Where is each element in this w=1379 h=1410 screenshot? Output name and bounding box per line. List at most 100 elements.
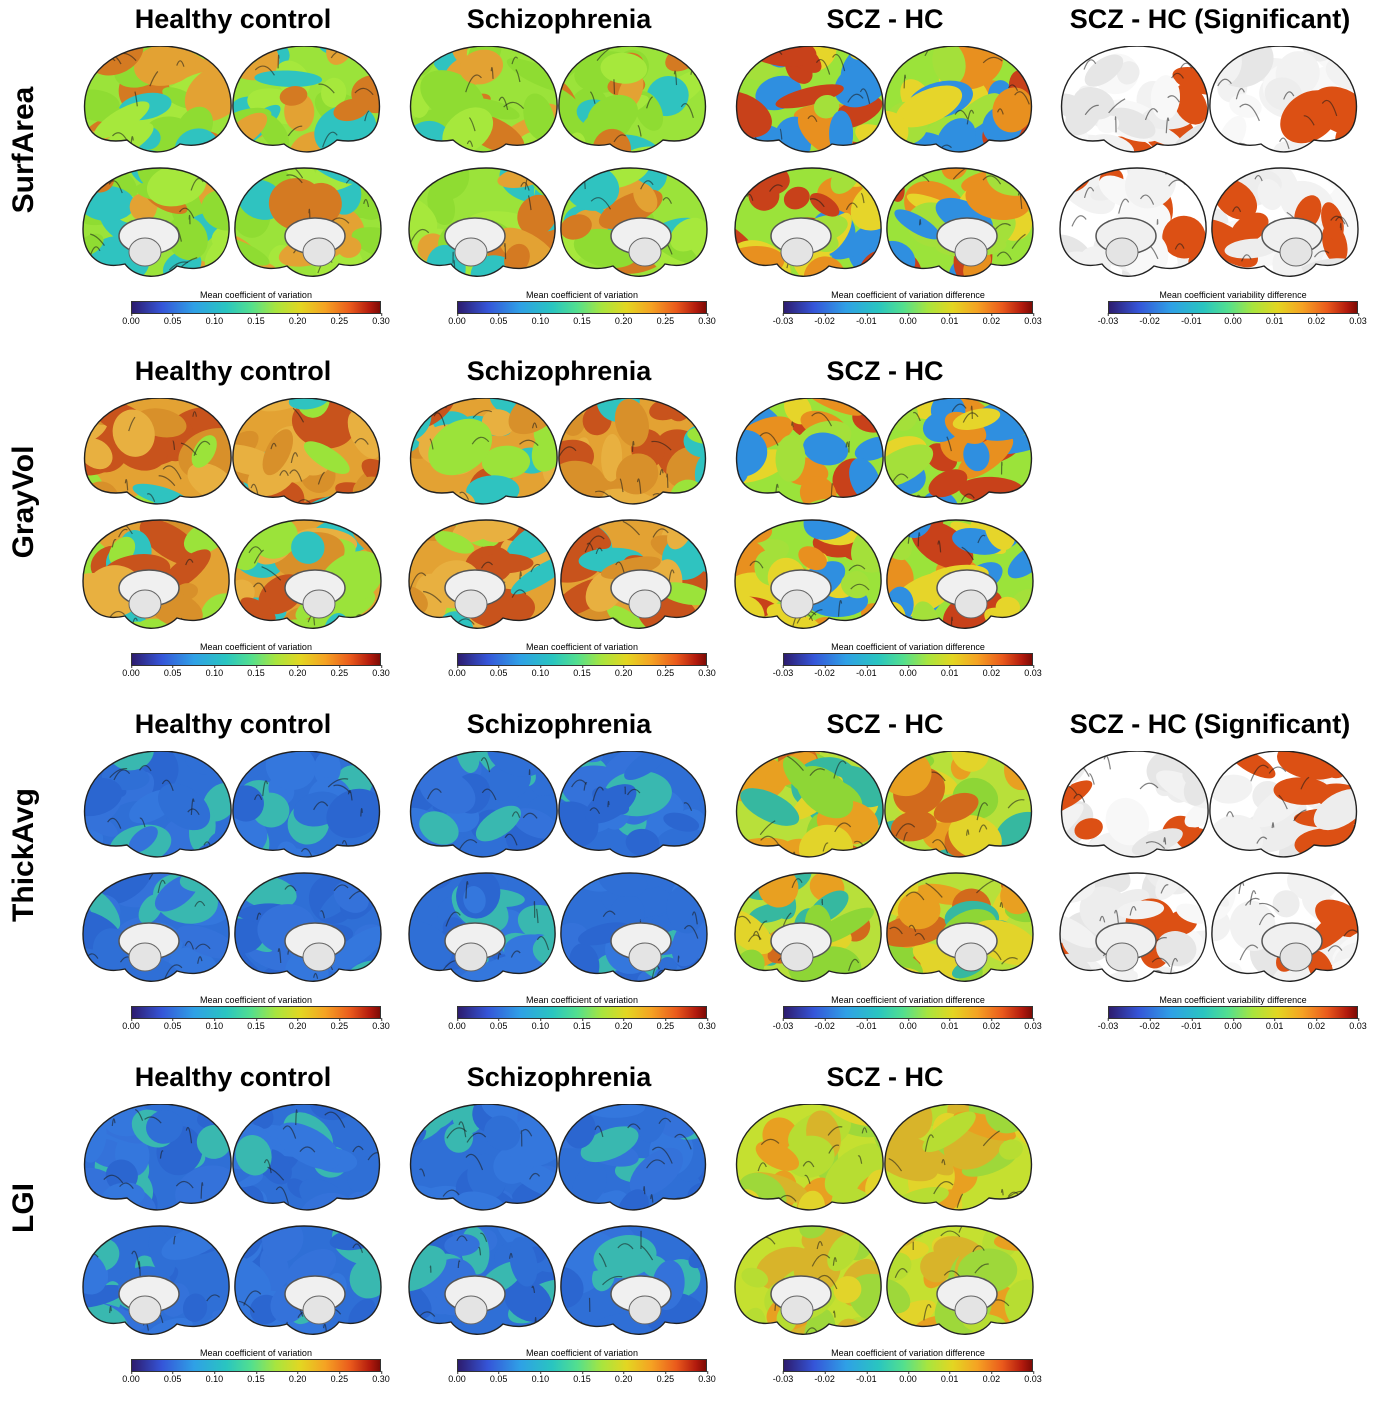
colorbar-tick-label: 0.25: [656, 665, 675, 678]
colorbar-ticks: -0.03 -0.02 -0.01 0.00 0.01 0.02 0.03: [1098, 313, 1367, 330]
panel-title: SCZ - HC: [826, 4, 944, 34]
left-lateral-view: [735, 1104, 884, 1211]
right-lateral-view: [232, 398, 381, 505]
colorbar-ticks: -0.03 -0.02 -0.01 0.00 0.01 0.02 0.03: [773, 313, 1042, 330]
right-medial-view: [886, 1225, 1034, 1335]
colorbar-tick-label: 0.05: [489, 665, 508, 678]
panel-title: Healthy control: [134, 709, 332, 739]
colorbar-tick-label: 0.00: [899, 665, 917, 678]
colorbar-tick-label: 0.01: [940, 665, 959, 678]
colorbar-tick-label: 0.20: [288, 313, 307, 326]
panel-title: Schizophrenia: [466, 709, 652, 739]
panel: Healthy control Mean coefficient of varia…: [73, 1058, 393, 1410]
colorbar: Mean coefficient variability difference -…: [1050, 995, 1370, 1045]
panel-title: SCZ - HC (Significant): [1069, 4, 1351, 34]
panel: Schizophrenia Mean coefficient of variati…: [399, 705, 719, 1057]
colorbar-tick-label: -0.02: [814, 313, 835, 326]
colorbar-tick-label: 0.00: [448, 313, 466, 326]
panel: SCZ - HC Mean coefficient of variation di…: [725, 1058, 1045, 1410]
colorbar-tick-label: -0.03: [1097, 1018, 1119, 1031]
right-medial-view: [560, 167, 708, 277]
colorbar: Mean coefficient of variation difference…: [725, 995, 1045, 1045]
colorbar-tick-label: -0.01: [856, 665, 877, 678]
colorbar-label: Mean coefficient of variation difference: [831, 290, 985, 300]
panel: SCZ - HC (Significant) Mean coefficient v…: [1050, 0, 1370, 352]
colorbar-ticks: 0.00 0.05 0.10 0.15 0.20 0.25 0.30: [122, 665, 390, 682]
right-lateral-view: [884, 751, 1033, 858]
colorbar-tick-label: 0.20: [288, 1371, 307, 1384]
panel-title: SCZ - HC: [826, 709, 944, 739]
colorbar-tick-label: -0.03: [1097, 313, 1119, 326]
row-thickavg: ThickAvg Healthy control Mean coefficient …: [0, 705, 1379, 1057]
colorbar-tick-label: -0.03: [772, 665, 794, 678]
colorbar-tick-label: 0.25: [656, 1371, 675, 1384]
colorbar-tick-label: 0.00: [448, 665, 466, 678]
colorbar: Mean coefficient variability difference -…: [1050, 290, 1370, 340]
panel: SCZ - HC Mean coefficient of variation di…: [725, 0, 1045, 352]
colorbar-tick-label: 0.30: [372, 1371, 390, 1384]
colorbar-tick-label: 0.00: [448, 1018, 466, 1031]
colorbar-tick-label: 0.20: [614, 1371, 633, 1384]
row-label-text: SurfArea: [7, 86, 40, 214]
panel: Healthy control Mean coefficient of varia…: [73, 352, 393, 704]
colorbar-tick-label: 0.25: [656, 313, 675, 326]
colorbar-tick-label: 0.05: [163, 313, 182, 326]
colorbar-tick-label: 0.15: [247, 1018, 265, 1031]
left-lateral-view: [409, 751, 558, 858]
row-grayvol: GrayVol Healthy control Mean coefficient o…: [0, 352, 1379, 704]
colorbar-tick-label: -0.02: [814, 1018, 835, 1031]
colorbar-tick-label: 0.15: [573, 1371, 591, 1384]
colorbar-tick-label: 0.02: [982, 665, 1001, 678]
panel: Healthy control Mean coefficient of varia…: [73, 705, 393, 1057]
right-medial-view: [886, 872, 1034, 982]
colorbar-tick-label: 0.01: [940, 1371, 959, 1384]
brain-surface-maps: [408, 398, 708, 629]
colorbar-ticks: 0.00 0.05 0.10 0.15 0.20 0.25 0.30: [122, 1018, 390, 1035]
right-medial-view: [1211, 872, 1359, 982]
colorbar-tick-label: 0.05: [489, 1371, 508, 1384]
left-medial-view: [734, 872, 882, 982]
left-lateral-view: [83, 1104, 232, 1211]
panel-title: Healthy control: [134, 4, 332, 34]
colorbar-tick-label: -0.01: [856, 1371, 877, 1384]
colorbar-tick-label: 0.02: [1307, 1018, 1326, 1031]
right-lateral-view: [884, 1104, 1033, 1211]
colorbar-label: Mean coefficient of variation: [200, 1348, 312, 1358]
colorbar-tick-label: 0.30: [698, 313, 716, 326]
left-lateral-view: [1060, 751, 1209, 858]
panel-title: Schizophrenia: [466, 4, 652, 34]
colorbar: Mean coefficient of variation 0.00 0.05 0.1…: [399, 1348, 719, 1398]
colorbar-tick-label: 0.10: [205, 1018, 224, 1031]
row-label-text: GrayVol: [7, 445, 40, 559]
right-medial-view: [560, 872, 708, 982]
colorbar: Mean coefficient of variation 0.00 0.05 0.1…: [399, 642, 719, 692]
colorbar: Mean coefficient of variation 0.00 0.05 0.1…: [73, 642, 393, 692]
colorbar-ticks: 0.00 0.05 0.10 0.15 0.20 0.25 0.30: [122, 313, 390, 330]
colorbar-tick-label: -0.02: [814, 1371, 835, 1384]
panel: Schizophrenia Mean coefficient of variati…: [399, 1058, 719, 1410]
colorbar-tick-label: 0.20: [614, 1018, 633, 1031]
colorbar-tick-label: 0.00: [1224, 313, 1242, 326]
colorbar-tick-label: 0.20: [288, 665, 307, 678]
left-medial-view: [1059, 872, 1207, 982]
colorbar-tick-label: 0.00: [122, 313, 140, 326]
colorbar-tick-label: 0.10: [205, 665, 224, 678]
colorbar: Mean coefficient of variation 0.00 0.05 0.1…: [399, 995, 719, 1045]
brain-surface-maps: [734, 751, 1034, 982]
row-label-text: ThickAvg: [7, 788, 40, 922]
brain-surface-maps: [82, 398, 382, 629]
colorbar-label: Mean coefficient of variation difference: [831, 995, 985, 1005]
left-lateral-view: [409, 1104, 558, 1211]
left-lateral-view: [409, 46, 558, 153]
colorbar-tick-label: 0.30: [698, 1371, 716, 1384]
right-medial-view: [560, 519, 708, 629]
colorbar-tick-label: 0.01: [1265, 313, 1284, 326]
colorbar-label: Mean coefficient of variation: [200, 995, 312, 1005]
colorbar-tick-label: 0.10: [531, 313, 550, 326]
right-medial-view: [886, 519, 1034, 629]
brain-surface-maps: [82, 46, 382, 277]
colorbar-tick-label: 0.00: [448, 1371, 466, 1384]
colorbar: Mean coefficient of variation difference…: [725, 642, 1045, 692]
panel-title: Healthy control: [134, 356, 332, 386]
colorbar-tick-label: 0.15: [573, 313, 591, 326]
